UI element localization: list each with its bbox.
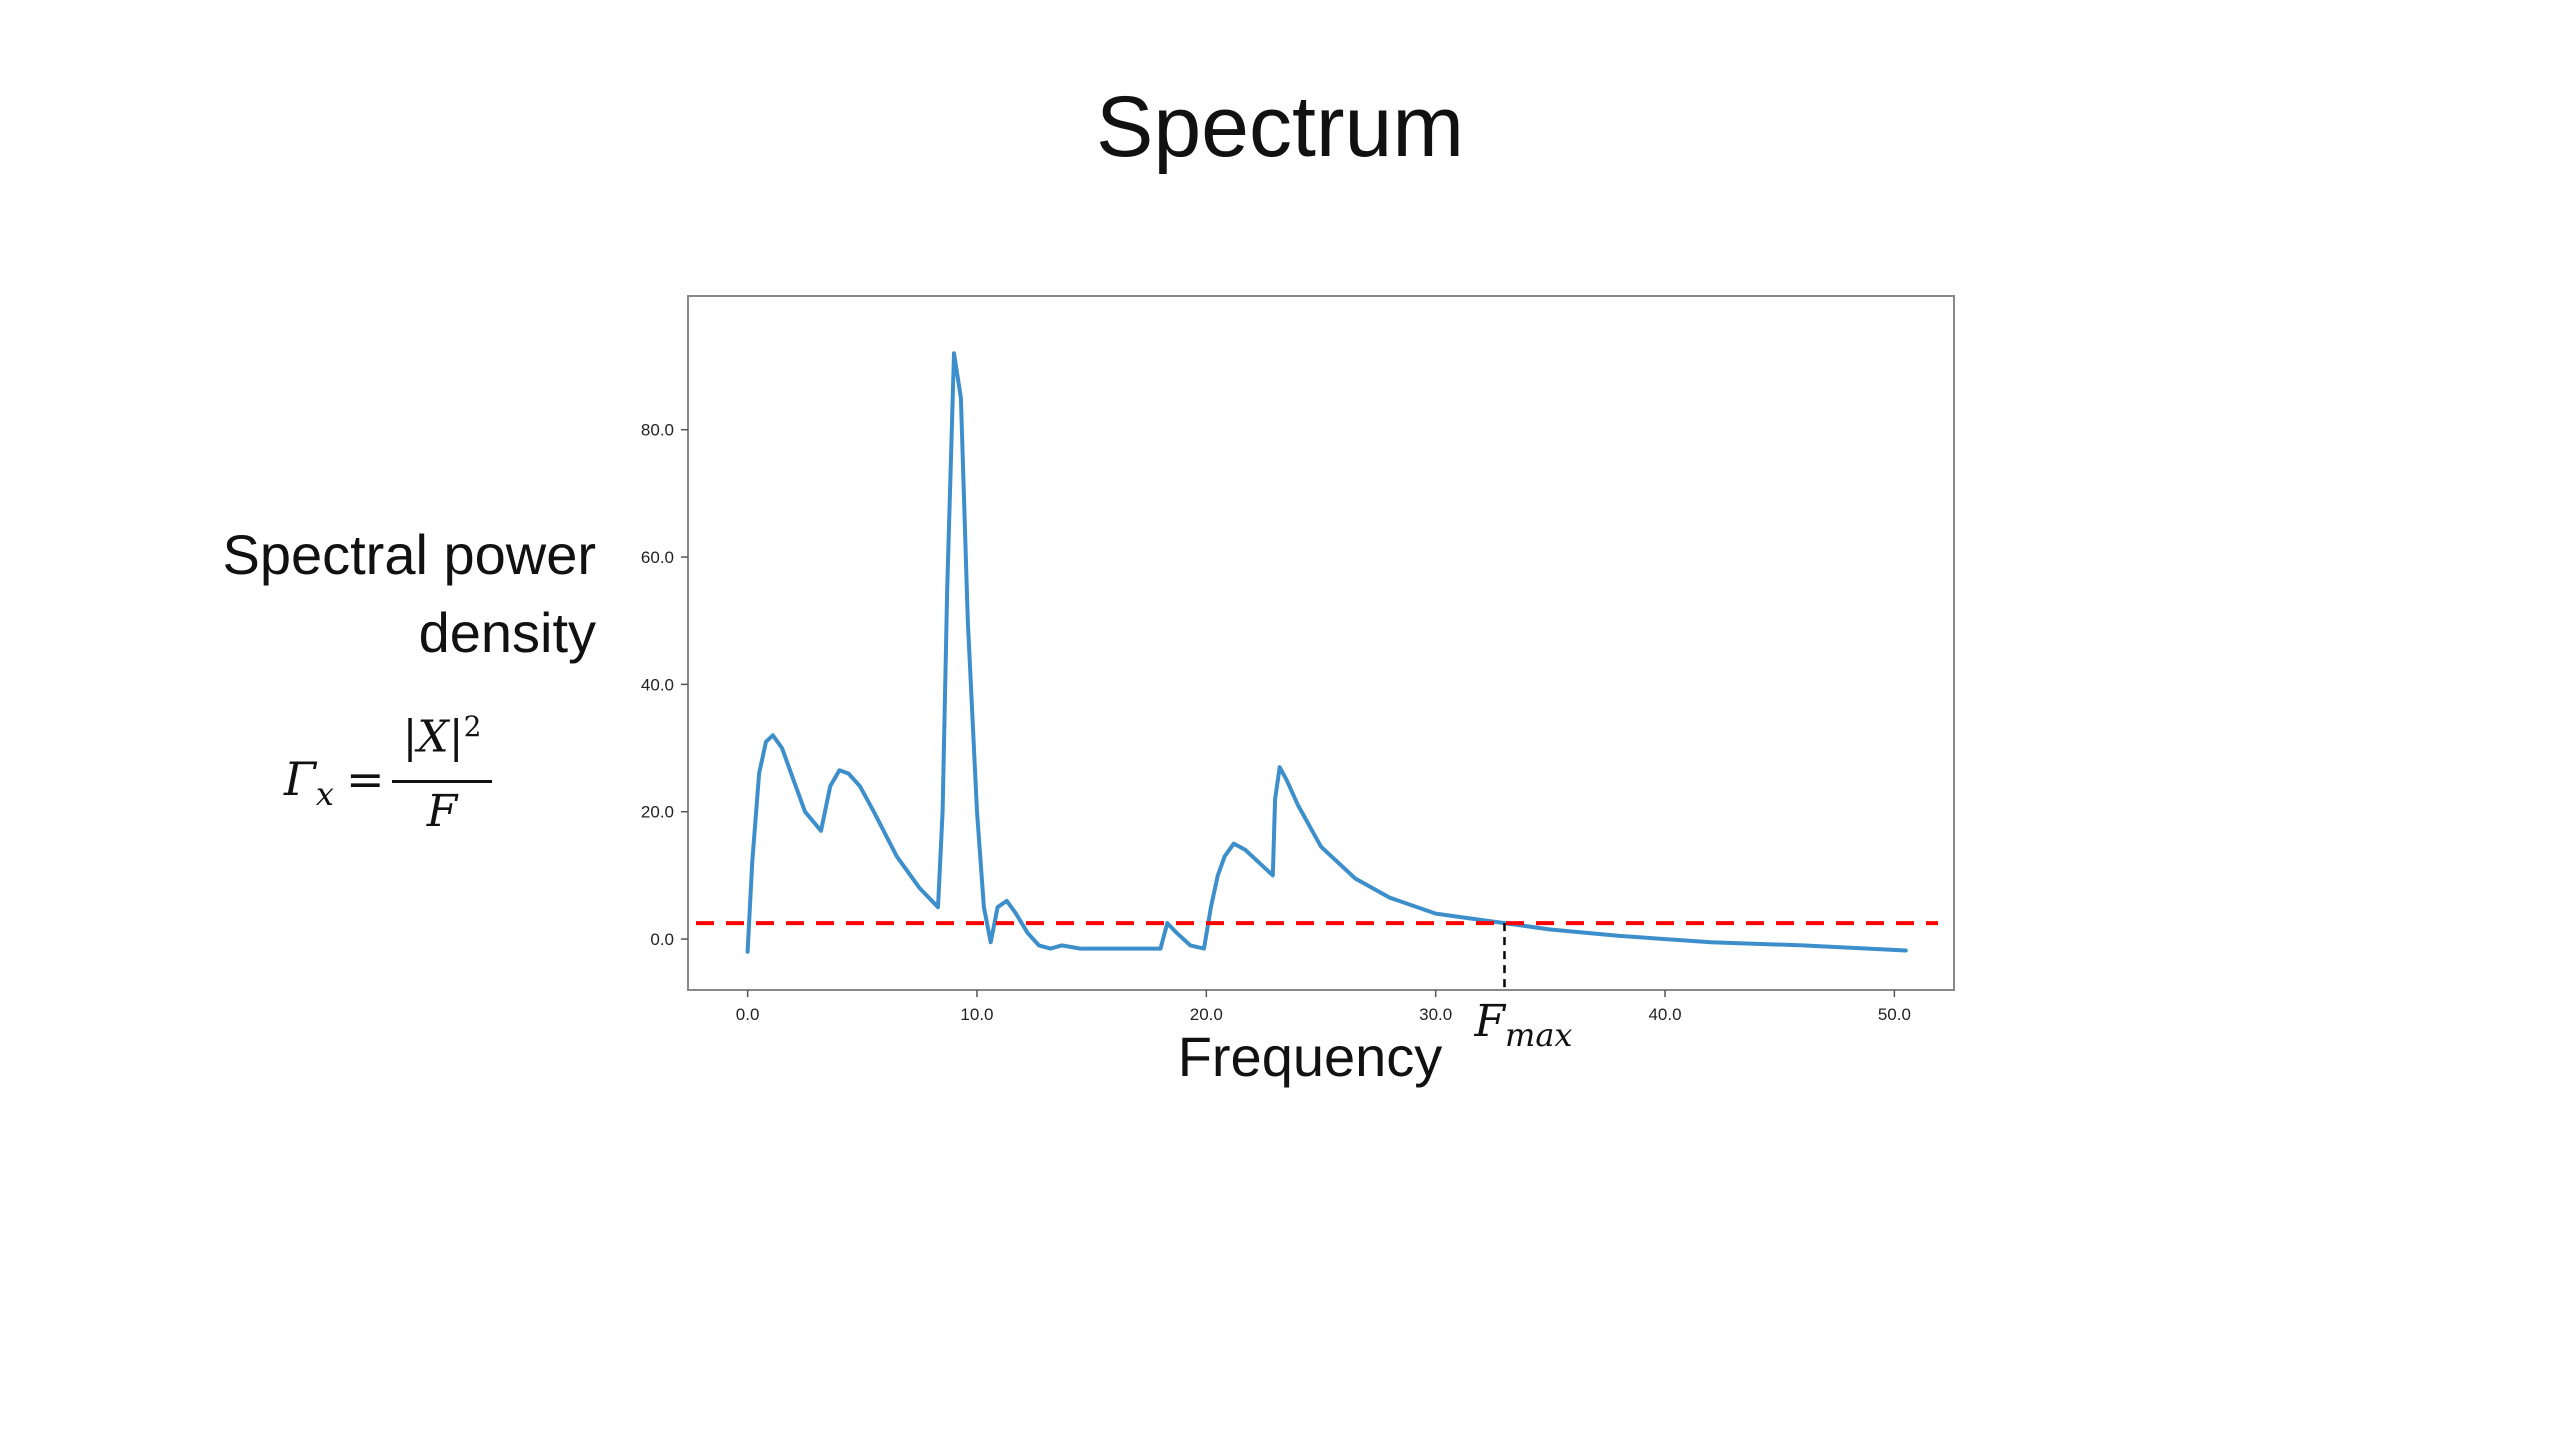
x-tick-label: 30.0 [1419,1005,1452,1024]
formula-fraction-bar [392,780,492,783]
formula-equals: = [346,752,385,806]
x-tick-label: 40.0 [1648,1005,1681,1024]
formula-numerator: |X|2 [392,710,492,763]
fmax-label-subscript: max [1505,1016,1572,1054]
y-tick-label: 80.0 [641,421,674,440]
formula-numerator-exponent: 2 [463,710,482,743]
y-tick-label: 20.0 [641,803,674,822]
formula-lhs: Γx [284,752,334,813]
y-axis-label-line2: density [418,601,596,664]
x-tick-label: 0.0 [736,1005,760,1024]
x-axis-label: Frequency [1177,1025,1443,1088]
fmax-label-main: F [1473,996,1506,1047]
fmax-label: Fmax [1473,996,1572,1054]
plot-frame [687,295,1955,991]
x-tick-label: 10.0 [960,1005,993,1024]
spectrum-line [745,351,1908,954]
y-tick-label: 60.0 [641,548,674,567]
x-tick-label: 20.0 [1190,1005,1223,1024]
y-axis-label: Spectral power density [150,516,596,672]
y-axis-label-line1: Spectral power [222,523,596,586]
formula-denominator: F [426,786,458,837]
formula-numerator-text: |X| [402,711,464,763]
y-tick-label: 40.0 [641,675,674,694]
formula-gamma: Γ [284,752,316,806]
slide-title: Spectrum [1095,79,1465,175]
formula-lhs-subscript: x [315,775,334,814]
x-tick-label: 50.0 [1878,1005,1911,1024]
spectral-density-formula: Γx = |X|2 F [280,710,520,840]
y-tick-label: 0.0 [650,930,674,949]
